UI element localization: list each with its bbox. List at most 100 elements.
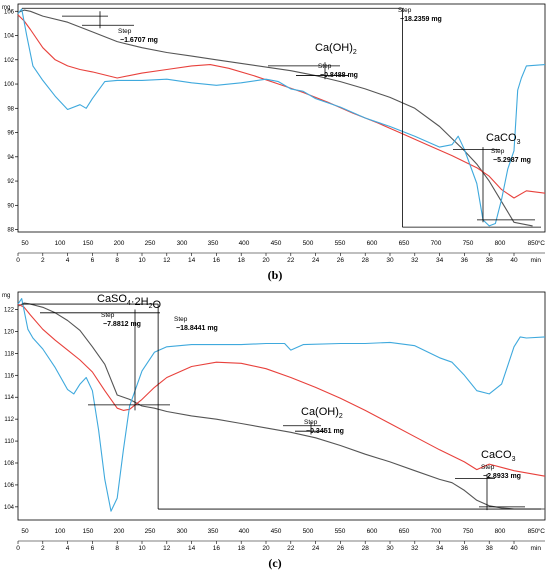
- time-tick-label: 30: [386, 545, 394, 552]
- time-tick-label: 20: [262, 257, 270, 264]
- temp-tick-label: 800: [495, 528, 506, 535]
- time-tick-label: 4: [66, 545, 70, 552]
- time-tick-label: 12: [163, 545, 171, 552]
- step1-step-label: Step: [101, 312, 115, 319]
- time-axis-unit: min: [531, 257, 542, 264]
- temp-tick-label: 300: [177, 528, 188, 535]
- y-tick-label: 116: [4, 373, 14, 379]
- temp-tick-label: 100: [55, 240, 66, 247]
- temp-tick-label: 650: [399, 240, 410, 247]
- time-tick-label: 14: [188, 545, 196, 552]
- step3-value: −5.2987 mg: [493, 157, 531, 164]
- temp-tick-label: 300: [177, 240, 188, 247]
- time-tick-label: 26: [337, 257, 345, 264]
- time-tick-label: 36: [461, 257, 469, 264]
- time-tick-label: 14: [188, 257, 196, 264]
- time-tick-label: 4: [66, 257, 70, 264]
- time-tick-label: 18: [238, 257, 246, 264]
- temp-tick-label: 650: [399, 528, 410, 535]
- series-line: [17, 302, 545, 510]
- time-tick-label: 22: [287, 257, 295, 264]
- temp-tick-label: 100: [55, 528, 66, 535]
- time-tick-label: 38: [486, 545, 494, 552]
- temp-tick-label: 400: [239, 528, 250, 535]
- y-tick-label: 104: [4, 34, 15, 40]
- temp-tick-label: 450: [271, 528, 282, 535]
- time-tick-label: 32: [411, 257, 419, 264]
- step3-value: −2.8933 mg: [483, 473, 521, 480]
- step2-compound: Ca(OH)2: [301, 406, 343, 420]
- temp-tick-label: 600: [367, 240, 378, 247]
- step2-value: −0.3451 mg: [306, 428, 344, 435]
- time-tick-label: 36: [461, 545, 469, 552]
- y-tick-label: 88: [7, 228, 14, 234]
- time-tick-label: 10: [138, 257, 146, 264]
- y-tick-label: 112: [4, 417, 14, 423]
- step1-value: −7.8812 mg: [103, 321, 141, 328]
- time-tick-label: 6: [91, 545, 95, 552]
- temp-tick-label: 500: [303, 528, 314, 535]
- y-tick-label: 106: [4, 9, 15, 15]
- temp-tick-label: 250: [145, 528, 156, 535]
- temp-tick-label: 750: [463, 240, 474, 247]
- y-axis-unit: mg: [2, 5, 10, 11]
- time-axis-unit: min: [531, 545, 542, 552]
- time-tick-label: 8: [115, 257, 119, 264]
- temp-tick-label: 800: [495, 240, 506, 247]
- temp-tick-label: 150: [83, 528, 94, 535]
- y-tick-label: 92: [7, 179, 14, 185]
- series-line: [17, 9, 533, 227]
- plot-frame: [17, 3, 546, 233]
- tga-chart-b: Step −18.2359 mg Step −1.6707 mg Ca(OH)2 Step…: [2, 3, 546, 264]
- temp-tick-label: 750: [463, 528, 474, 535]
- step2-value: −0.8488 mg: [320, 72, 358, 79]
- y-tick-label: 102: [4, 58, 15, 64]
- time-tick-label: 28: [362, 257, 370, 264]
- time-tick-label: 26: [337, 545, 345, 552]
- temp-tick-label: 550: [335, 528, 346, 535]
- time-tick-label: 6: [91, 257, 95, 264]
- temp-tick-label: 600: [367, 528, 378, 535]
- time-tick-label: 40: [510, 257, 518, 264]
- total-step-value: −18.8441 mg: [176, 325, 218, 332]
- step3-compound: CaCO3: [481, 449, 516, 463]
- series-line: [17, 14, 546, 199]
- time-tick-label: 2: [41, 545, 45, 552]
- time-tick-label: 22: [287, 545, 295, 552]
- y-tick-label: 118: [4, 351, 14, 357]
- step2-step-label: Step: [318, 63, 332, 70]
- y-tick-label: 114: [4, 395, 14, 401]
- temp-tick-label: 500: [303, 240, 314, 247]
- time-tick-label: 8: [115, 545, 119, 552]
- step2-compound: Ca(OH)2: [315, 42, 357, 56]
- temp-tick-label: 400: [239, 240, 250, 247]
- temp-tick-label: 450: [271, 240, 282, 247]
- temp-tick-label: 50: [21, 240, 29, 247]
- caption-b: (b): [267, 268, 283, 282]
- y-tick-label: 100: [4, 82, 15, 88]
- time-tick-label: 18: [238, 545, 246, 552]
- step2-step-label: Step: [304, 419, 318, 426]
- y-tick-label: 96: [7, 131, 14, 137]
- total-step-step-label: Step: [398, 7, 412, 14]
- y-tick-label: 90: [7, 203, 14, 209]
- temp-tick-label: 200: [114, 528, 125, 535]
- time-tick-label: 0: [16, 545, 20, 552]
- time-tick-label: 20: [262, 545, 270, 552]
- y-tick-label: 98: [7, 106, 14, 112]
- temp-axis-unit: °C: [538, 239, 546, 247]
- temp-tick-label: 250: [145, 240, 156, 247]
- y-tick-label: 110: [4, 439, 14, 445]
- y-axis-unit: mg: [2, 293, 10, 299]
- time-tick-label: 2: [41, 257, 45, 264]
- step1-compound: CaSO4·2H2O: [97, 293, 162, 311]
- time-tick-label: 24: [312, 545, 320, 552]
- step3-step-label: Step: [481, 464, 495, 471]
- temp-tick-label: 700: [431, 528, 442, 535]
- time-tick-label: 0: [16, 257, 20, 264]
- time-tick-label: 16: [213, 257, 221, 264]
- y-tick-label: 106: [4, 483, 15, 489]
- temp-tick-label: 700: [431, 240, 442, 247]
- y-tick-label: 108: [4, 461, 15, 467]
